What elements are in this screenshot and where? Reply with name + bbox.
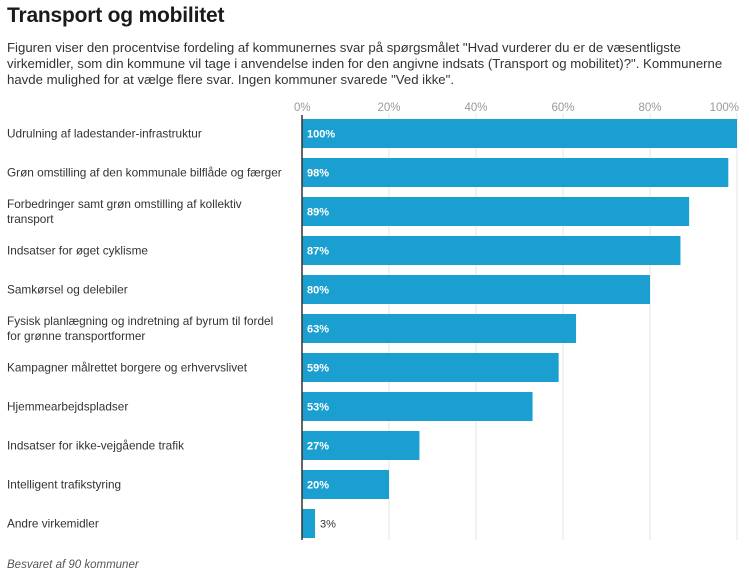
bar [302,314,577,343]
bar [302,119,737,148]
x-tick-label: 100% [710,102,739,114]
x-axis-ticks: 0% 20% 40% 60% 80% 100% [294,102,739,114]
bar-value-label: 89% [307,207,329,219]
bar-value-label: 98% [307,168,329,180]
bar [302,353,559,382]
bar-value-label: 63% [307,324,329,336]
bar [302,392,533,421]
bar-chart: 0% 20% 40% 60% 80% 100% 100% 98% 89% 87% 80% 63% 59… [7,102,739,540]
category-label-line: Andre virkemidler [7,517,99,531]
bar-value-label: 20% [307,480,329,492]
category-label-line: Grøn omstilling af den kommunale bilflåd… [7,166,282,180]
bar-value-label: 59% [307,363,329,375]
bar [302,158,729,187]
category-label: Andre virkemidler [7,517,99,531]
category-label-line: Forbedringer samt grøn omstilling af kol… [7,197,242,211]
bar [302,275,650,304]
category-label: Kampagner målrettet borgere og erhvervsl… [7,361,248,375]
category-label: Indsatser for ikke-vejgående trafik [7,439,184,453]
category-label-line: for grønne transportformer [7,329,145,343]
bar [302,509,316,538]
category-labels: Udrulning af ladestander-infrastruktur Gr… [7,127,282,531]
category-label: Intelligent trafikstyring [7,478,121,492]
bar [302,236,681,265]
bar [302,197,690,226]
x-tick-label: 60% [551,102,574,114]
category-label: Forbedringer samt grøn omstilling af kol… [7,197,242,226]
bar-value-label: 3% [320,519,336,531]
bar-value-label: 53% [307,402,329,414]
category-label-line: Fysisk planlægning og indretning af byru… [7,314,273,328]
category-label: Hjemmearbejdspladser [7,400,128,414]
category-label-line: Kampagner målrettet borgere og erhvervsl… [7,361,248,375]
category-label: Udrulning af ladestander-infrastruktur [7,127,202,141]
chart-title: Transport og mobilitet [7,4,225,27]
x-tick-label: 0% [294,102,311,114]
x-tick-label: 80% [638,102,661,114]
category-label-line: Indsatser for øget cyklisme [7,244,148,258]
category-label: Indsatser for øget cyklisme [7,244,148,258]
bar-value-label: 87% [307,246,329,258]
category-label-line: Samkørsel og delebiler [7,283,128,297]
bar-value-label: 80% [307,285,329,297]
x-tick-label: 20% [377,102,400,114]
x-tick-label: 40% [464,102,487,114]
bar-value-label: 27% [307,441,329,453]
category-label-line: Intelligent trafikstyring [7,478,121,492]
chart-footnote: Besvaret af 90 kommuner [7,559,139,571]
bar [302,431,420,460]
chart-subtitle: Figuren viser den procentvise fordeling … [7,40,723,87]
category-label-line: Indsatser for ikke-vejgående trafik [7,439,184,453]
category-label: Samkørsel og delebiler [7,283,128,297]
category-label-line: Udrulning af ladestander-infrastruktur [7,127,202,141]
category-label: Fysisk planlægning og indretning af byru… [7,314,273,343]
category-label: Grøn omstilling af den kommunale bilflåd… [7,166,282,180]
bars: 100% 98% 89% 87% 80% 63% 59% 53% 27% 20% 3% [302,119,737,538]
category-label-line: Hjemmearbejdspladser [7,400,128,414]
category-label-line: transport [7,212,54,226]
bar [302,470,389,499]
bar-value-label: 100% [307,129,335,141]
